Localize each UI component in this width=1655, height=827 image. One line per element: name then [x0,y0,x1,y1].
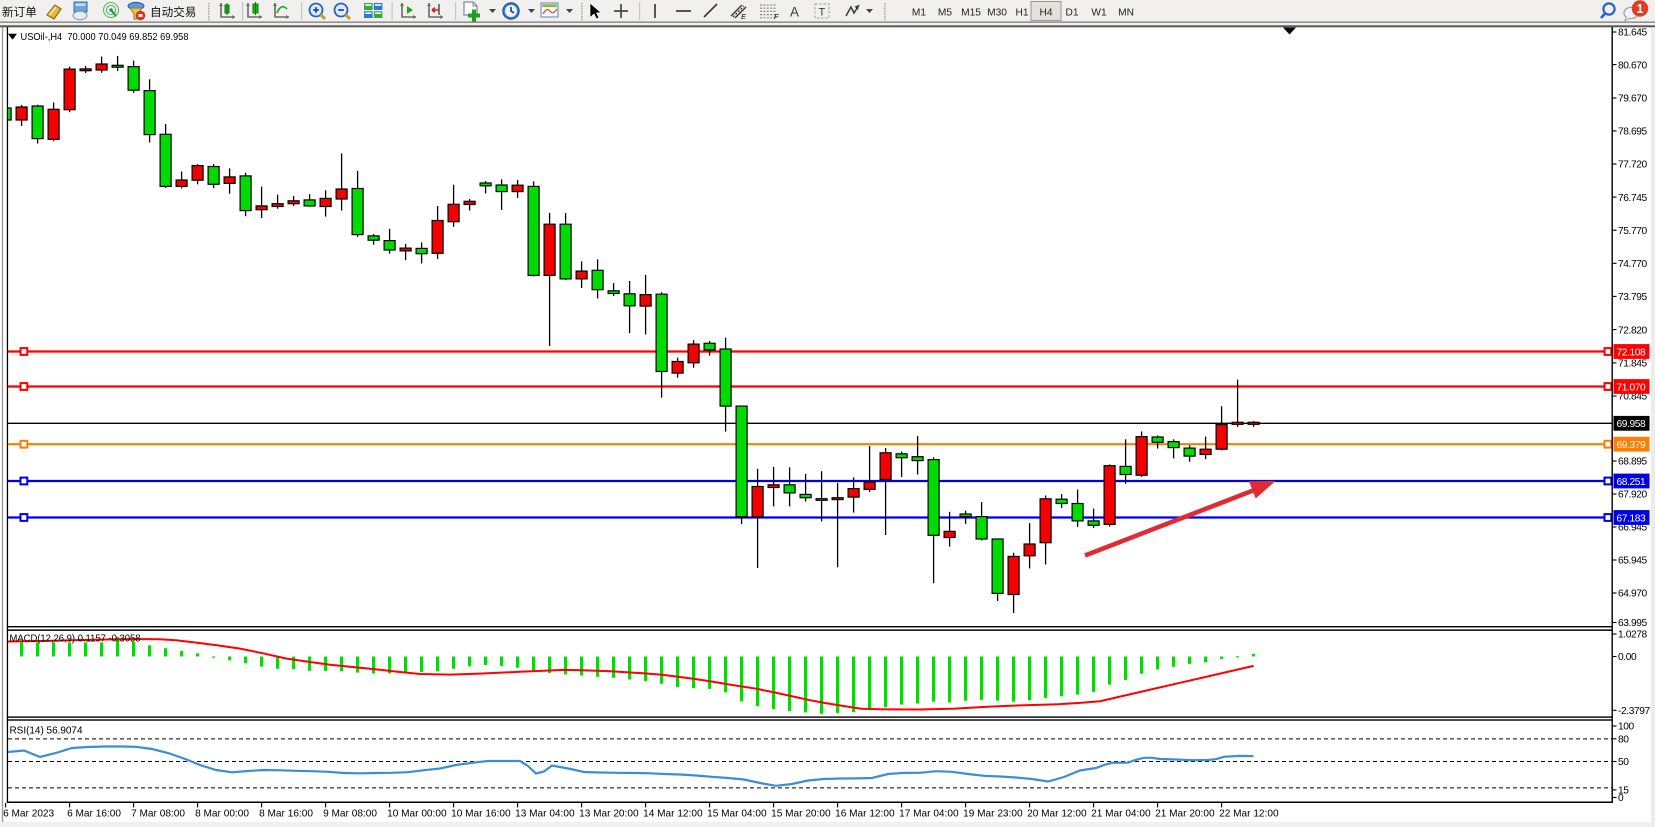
svg-text:8 Mar 16:00: 8 Mar 16:00 [259,809,313,820]
svg-text:50: 50 [1618,757,1629,768]
svg-text:F: F [774,12,779,21]
svg-text:E: E [741,12,747,21]
svg-text:15 Mar 20:00: 15 Mar 20:00 [771,809,831,820]
svg-text:10 Mar 16:00: 10 Mar 16:00 [451,809,511,820]
svg-text:9 Mar 08:00: 9 Mar 08:00 [323,809,377,820]
svg-text:76.745: 76.745 [1618,193,1647,204]
svg-text:77.720: 77.720 [1618,160,1647,171]
svg-text:69.379: 69.379 [1617,440,1646,451]
svg-text:68.251: 68.251 [1617,477,1646,488]
svg-text:73.795: 73.795 [1618,292,1647,303]
svg-text:75.770: 75.770 [1618,226,1647,237]
svg-text:W1: W1 [1091,8,1107,19]
svg-text:RSI(14) 56.9074: RSI(14) 56.9074 [10,726,83,737]
svg-text:MACD(12,26,9) 0.1157 -0.3058: MACD(12,26,9) 0.1157 -0.3058 [10,634,141,645]
svg-text:70.845: 70.845 [1618,392,1647,403]
svg-text:17 Mar 04:00: 17 Mar 04:00 [899,809,959,820]
svg-text:67.183: 67.183 [1617,513,1646,524]
svg-text:M5: M5 [938,8,952,19]
svg-text:自动交易: 自动交易 [150,5,196,19]
svg-text:T: T [819,7,826,19]
svg-text:69.958: 69.958 [1617,419,1646,430]
svg-text:D1: D1 [1065,8,1078,19]
svg-text:14 Mar 12:00: 14 Mar 12:00 [643,809,703,820]
svg-text:74.770: 74.770 [1618,259,1647,270]
svg-text:0: 0 [1618,793,1624,804]
svg-text:13 Mar 04:00: 13 Mar 04:00 [515,809,575,820]
svg-text:19 Mar 23:00: 19 Mar 23:00 [963,809,1023,820]
svg-text:21 Mar 20:00: 21 Mar 20:00 [1155,809,1215,820]
svg-text:-2.3797: -2.3797 [1618,706,1650,717]
svg-text:M30: M30 [987,8,1007,19]
svg-text:USOil-,H4 70.000 70.049 69.85: USOil-,H4 70.000 70.049 69.852 69.958 [21,32,189,43]
svg-text:20 Mar 12:00: 20 Mar 12:00 [1027,809,1087,820]
svg-text:1: 1 [1637,2,1644,16]
svg-text:8 Mar 00:00: 8 Mar 00:00 [195,809,249,820]
svg-text:78.695: 78.695 [1618,127,1647,138]
svg-text:H4: H4 [1039,8,1052,19]
svg-text:80: 80 [1618,735,1629,746]
svg-text:66.945: 66.945 [1618,523,1647,534]
svg-text:80.670: 80.670 [1618,60,1647,71]
svg-text:22 Mar 12:00: 22 Mar 12:00 [1219,809,1279,820]
svg-text:81.645: 81.645 [1618,28,1647,39]
svg-text:13 Mar 20:00: 13 Mar 20:00 [579,809,639,820]
svg-text:15 Mar 04:00: 15 Mar 04:00 [707,809,767,820]
svg-text:71.070: 71.070 [1617,382,1646,393]
svg-text:新订单: 新订单 [2,5,37,19]
svg-text:M1: M1 [912,8,926,19]
svg-text:64.970: 64.970 [1618,589,1647,600]
svg-text:68.895: 68.895 [1618,457,1647,468]
svg-text:0.00: 0.00 [1618,652,1637,663]
svg-text:21 Mar 04:00: 21 Mar 04:00 [1091,809,1151,820]
svg-text:71.845: 71.845 [1618,359,1647,370]
svg-text:100: 100 [1618,722,1635,733]
svg-text:H1: H1 [1015,8,1028,19]
svg-text:1.0278: 1.0278 [1618,630,1647,641]
svg-text:10 Mar 00:00: 10 Mar 00:00 [387,809,447,820]
svg-text:16 Mar 12:00: 16 Mar 12:00 [835,809,895,820]
svg-text:7 Mar 08:00: 7 Mar 08:00 [131,809,185,820]
svg-text:72.108: 72.108 [1617,347,1646,358]
svg-text:63.995: 63.995 [1618,618,1647,629]
svg-text:72.820: 72.820 [1618,325,1647,336]
svg-text:65.945: 65.945 [1618,556,1647,567]
svg-text:MN: MN [1118,8,1134,19]
svg-text:15: 15 [1618,786,1629,797]
svg-text:A: A [790,5,799,20]
svg-text:6 Mar 16:00: 6 Mar 16:00 [67,809,121,820]
svg-text:67.920: 67.920 [1618,490,1647,501]
svg-text:6 Mar 2023: 6 Mar 2023 [3,809,54,820]
svg-text:79.670: 79.670 [1618,94,1647,105]
svg-text:M15: M15 [961,8,981,19]
